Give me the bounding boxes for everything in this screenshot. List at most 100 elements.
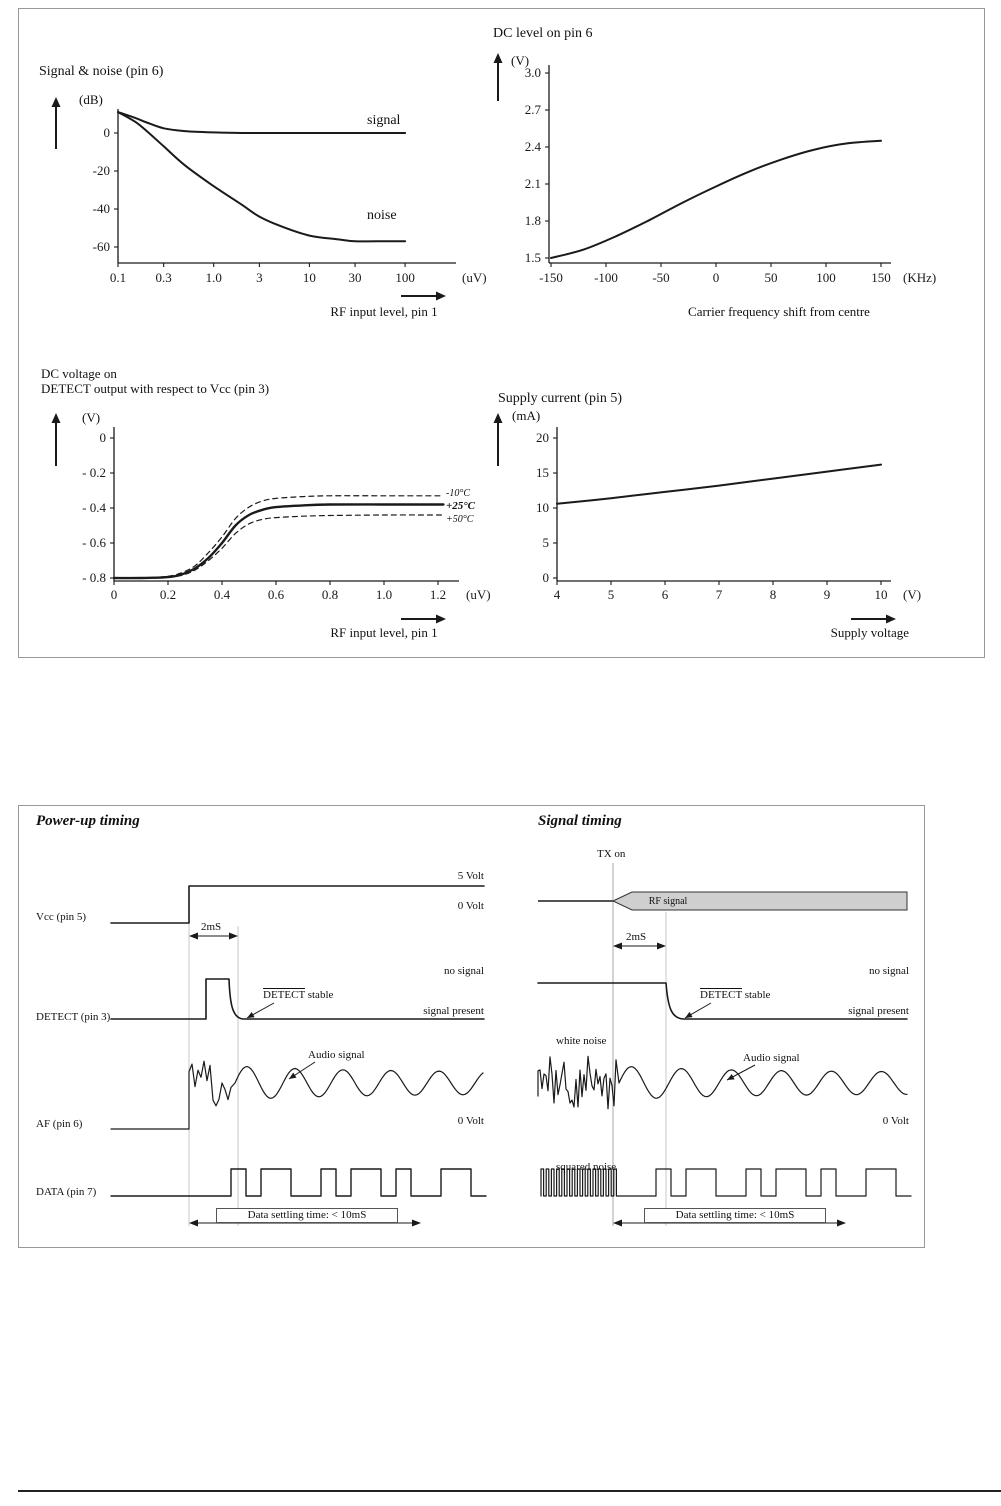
svg-text:(uV): (uV)	[466, 587, 491, 602]
chart-supply-current-x-label: Supply voltage	[830, 625, 909, 640]
tx-on-label: TX on	[597, 848, 626, 860]
svg-text:8: 8	[770, 587, 777, 602]
svg-text:- 0.6: - 0.6	[82, 535, 106, 550]
timing-canvas	[110, 863, 912, 1227]
audio-signal-annotation-right: Audio signal	[743, 1052, 800, 1064]
rf-signal-label: RF signal	[648, 896, 688, 907]
svg-text:100: 100	[395, 270, 415, 285]
svg-text:1.0: 1.0	[206, 270, 222, 285]
svg-text:1.2: 1.2	[430, 587, 446, 602]
svg-text:2.7: 2.7	[525, 102, 542, 117]
svg-text:30: 30	[349, 270, 362, 285]
svg-text:0: 0	[100, 430, 107, 445]
svg-text:0: 0	[104, 125, 111, 140]
svg-text:0.8: 0.8	[322, 587, 338, 602]
svg-text:100: 100	[816, 270, 836, 285]
svg-text:5: 5	[608, 587, 615, 602]
svg-text:- 0.2: - 0.2	[82, 465, 106, 480]
channel-detect-label: DETECT (pin 3)	[36, 1011, 111, 1023]
svg-text:0: 0	[543, 570, 550, 585]
af-0v-label-right: 0 Volt	[882, 1115, 909, 1127]
svg-text:50: 50	[765, 270, 778, 285]
chart-detect-y-unit: (V)	[82, 410, 101, 425]
chart-detect-x-label: RF input level, pin 1	[330, 625, 438, 640]
chart-detect-title-line1: DC voltage on	[41, 366, 117, 381]
svg-text:0.4: 0.4	[214, 587, 231, 602]
no-signal-label-right: no signal	[868, 965, 909, 977]
signal-present-label-right: signal present	[848, 1005, 909, 1017]
svg-text:150: 150	[871, 270, 891, 285]
settling-time-label-right: Data settling time: < 10mS	[644, 1208, 826, 1223]
signal-2ms-label: 2mS	[626, 931, 647, 943]
chart-dc-level-x-label: Carrier frequency shift from centre	[688, 304, 870, 319]
svg-text:2.1: 2.1	[525, 176, 541, 191]
svg-text:- 0.8: - 0.8	[82, 570, 106, 585]
svg-text:1.8: 1.8	[525, 213, 541, 228]
svg-text:1.5: 1.5	[525, 250, 541, 265]
chart-supply-current-y-unit: (mA)	[512, 408, 541, 423]
svg-text:-20: -20	[93, 163, 110, 178]
stable-word: stable	[307, 989, 334, 1001]
powerup-timing-title: Power-up timing	[36, 813, 140, 829]
chart-signal-noise-title: Signal & noise (pin 6)	[39, 64, 164, 79]
svg-text:-50: -50	[652, 270, 669, 285]
chart-supply-current-title: Supply current (pin 5)	[498, 391, 623, 406]
svg-text:- 0.4: - 0.4	[82, 500, 106, 515]
svg-text:0.6: 0.6	[268, 587, 285, 602]
svg-text:3.0: 3.0	[525, 65, 541, 80]
svg-text:(V): (V)	[903, 587, 921, 602]
series-label-signal: signal	[367, 113, 401, 128]
squared-noise-label: squared noise	[556, 1161, 617, 1173]
channel-af-label: AF (pin 6)	[36, 1118, 83, 1130]
af-0v-label-left: 0 Volt	[457, 1115, 484, 1127]
svg-text:(KHz): (KHz)	[903, 270, 936, 285]
level-0v-label: 0 Volt	[457, 900, 484, 912]
svg-text:0.1: 0.1	[110, 270, 126, 285]
no-signal-label-left: no signal	[443, 965, 484, 977]
footer-rule	[18, 1490, 1001, 1492]
svg-text:-150: -150	[539, 270, 563, 285]
channel-data-label: DATA (pin 7)	[36, 1186, 97, 1198]
series-label-noise: noise	[367, 208, 397, 223]
series-label-minus10c: -10°C	[446, 488, 470, 499]
chart-signal-noise-y-unit: (dB)	[79, 92, 103, 107]
svg-text:3: 3	[256, 270, 263, 285]
signal-present-label-left: signal present	[423, 1005, 484, 1017]
detect-word: DETECT	[700, 989, 742, 1001]
svg-text:2.4: 2.4	[525, 139, 542, 154]
signal-timing-title: Signal timing	[538, 813, 622, 829]
svg-text:15: 15	[536, 465, 549, 480]
chart-detect-title-line2: DETECT output with respect to Vcc (pin 3…	[41, 381, 270, 396]
svg-text:10: 10	[303, 270, 316, 285]
series-label-plus50c: +50°C	[446, 514, 474, 525]
svg-text:0: 0	[713, 270, 720, 285]
level-5v-label: 5 Volt	[457, 870, 484, 882]
svg-text:0: 0	[111, 587, 118, 602]
svg-text:4: 4	[554, 587, 561, 602]
detect-stable-annotation-left: DETECT stable	[263, 989, 333, 1002]
settling-time-label-left: Data settling time: < 10mS	[216, 1208, 398, 1223]
svg-text:0.2: 0.2	[160, 587, 176, 602]
chart-dc-level-title: DC level on pin 6	[493, 26, 593, 41]
chart-dc-level-y-unit: (V)	[511, 53, 530, 68]
stable-word: stable	[744, 989, 771, 1001]
timing-diagrams-panel: Power-up timing Vcc (pin 5) DETECT (pin …	[18, 805, 925, 1248]
svg-text:10: 10	[875, 587, 888, 602]
svg-text:20: 20	[536, 430, 549, 445]
svg-text:0.3: 0.3	[156, 270, 172, 285]
svg-text:9: 9	[824, 587, 831, 602]
powerup-2ms-label: 2mS	[201, 921, 222, 933]
detect-stable-annotation-right: DETECT stable	[700, 989, 770, 1002]
characteristic-curves-panel: 0.1 0.3 1.0 3 10 30 100 (uV) 0 -20 -40 -60 -150 -100-…	[18, 8, 985, 658]
svg-text:5: 5	[543, 535, 550, 550]
series-label-plus25c: +25°C	[446, 500, 476, 512]
svg-text:-100: -100	[594, 270, 618, 285]
channel-vcc-label: Vcc (pin 5)	[36, 911, 87, 923]
svg-text:-40: -40	[93, 201, 110, 216]
svg-text:7: 7	[716, 587, 723, 602]
svg-text:6: 6	[662, 587, 669, 602]
svg-text:(uV): (uV)	[462, 270, 487, 285]
chart-signal-noise-x-label: RF input level, pin 1	[330, 304, 438, 319]
detect-word: DETECT	[263, 989, 305, 1001]
